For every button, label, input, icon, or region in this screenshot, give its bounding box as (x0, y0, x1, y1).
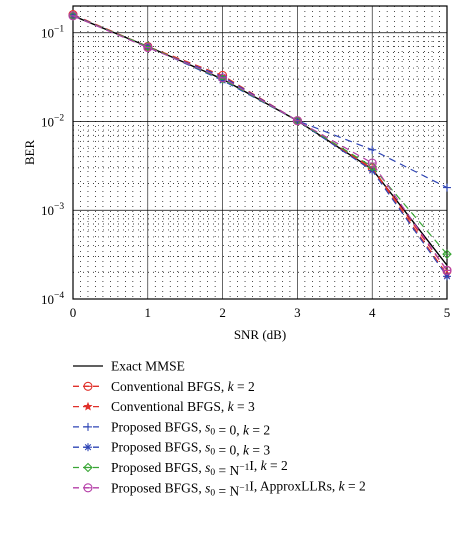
y-tick-label: 10−1 (41, 25, 64, 41)
y-tick-label: 10−4 (41, 291, 64, 307)
legend-item-5: Proposed BFGS, s0 = 0, k = 3 (73, 440, 270, 458)
y-axis-label: BER (22, 140, 37, 166)
legend-item-6: Proposed BFGS, s0 = N−1I, k = 2 (73, 458, 288, 478)
series-7 (68, 11, 452, 275)
legend-label: Proposed BFGS, s0 = 0, k = 3 (111, 440, 270, 458)
x-tick-label: 2 (219, 305, 226, 320)
series-line (72, 15, 448, 275)
y-tick-label: 10−3 (41, 202, 64, 218)
x-axis-label: SNR (dB) (234, 327, 286, 342)
legend-swatch-marker (83, 381, 93, 391)
legend-swatch-marker (84, 443, 92, 452)
data-point (368, 145, 377, 154)
legend: Exact MMSE Conventional BFGS, k = 2 Conven… (73, 359, 366, 498)
legend-swatch-marker (83, 401, 93, 411)
x-tick-label: 0 (70, 305, 77, 320)
legend-label: Proposed BFGS, s0 = N−1I, ApproxLLRs, k … (111, 478, 366, 498)
series-line (72, 15, 448, 271)
series-2 (68, 10, 452, 275)
legend-label: Conventional BFGS, k = 2 (111, 379, 255, 394)
data-point (218, 73, 228, 83)
legend-swatch-marker (83, 483, 93, 493)
y-tick-labels: 10−1 10−2 10−3 10−4 (41, 25, 64, 307)
legend-swatch-marker (83, 462, 93, 473)
legend-item-3: Conventional BFGS, k = 3 (73, 399, 255, 414)
x-tick-label: 3 (294, 305, 301, 320)
legend-item-2: Conventional BFGS, k = 2 (73, 379, 255, 394)
legend-label: Proposed BFGS, s0 = N−1I, k = 2 (111, 458, 288, 478)
plot-frame (72, 5, 448, 300)
series-1 (72, 15, 448, 266)
legend-item-1: Exact MMSE (73, 359, 185, 374)
legend-swatch-marker (84, 422, 92, 431)
x-tick-label: 4 (369, 305, 376, 320)
legend-label: Proposed BFGS, s0 = 0, k = 2 (111, 419, 270, 437)
legend-item-4: Proposed BFGS, s0 = 0, k = 2 (73, 419, 270, 437)
series-layer (68, 10, 452, 281)
x-tick-labels: 0 1 2 3 4 5 (70, 305, 451, 320)
legend-item-7: Proposed BFGS, s0 = N−1I, ApproxLLRs, k … (73, 478, 366, 498)
data-point (443, 183, 451, 192)
data-point (143, 43, 153, 53)
data-point (68, 11, 78, 21)
series-line (72, 14, 448, 271)
legend-label: Exact MMSE (111, 359, 185, 374)
grid (73, 5, 447, 299)
series-line (72, 15, 448, 266)
y-tick-label: 10−2 (41, 113, 64, 129)
legend-label: Conventional BFGS, k = 3 (111, 399, 255, 414)
data-point (367, 158, 377, 168)
data-point (442, 265, 452, 275)
data-point (292, 116, 302, 126)
x-tick-label: 5 (444, 305, 451, 320)
data-point (442, 249, 452, 259)
x-tick-label: 1 (145, 305, 152, 320)
